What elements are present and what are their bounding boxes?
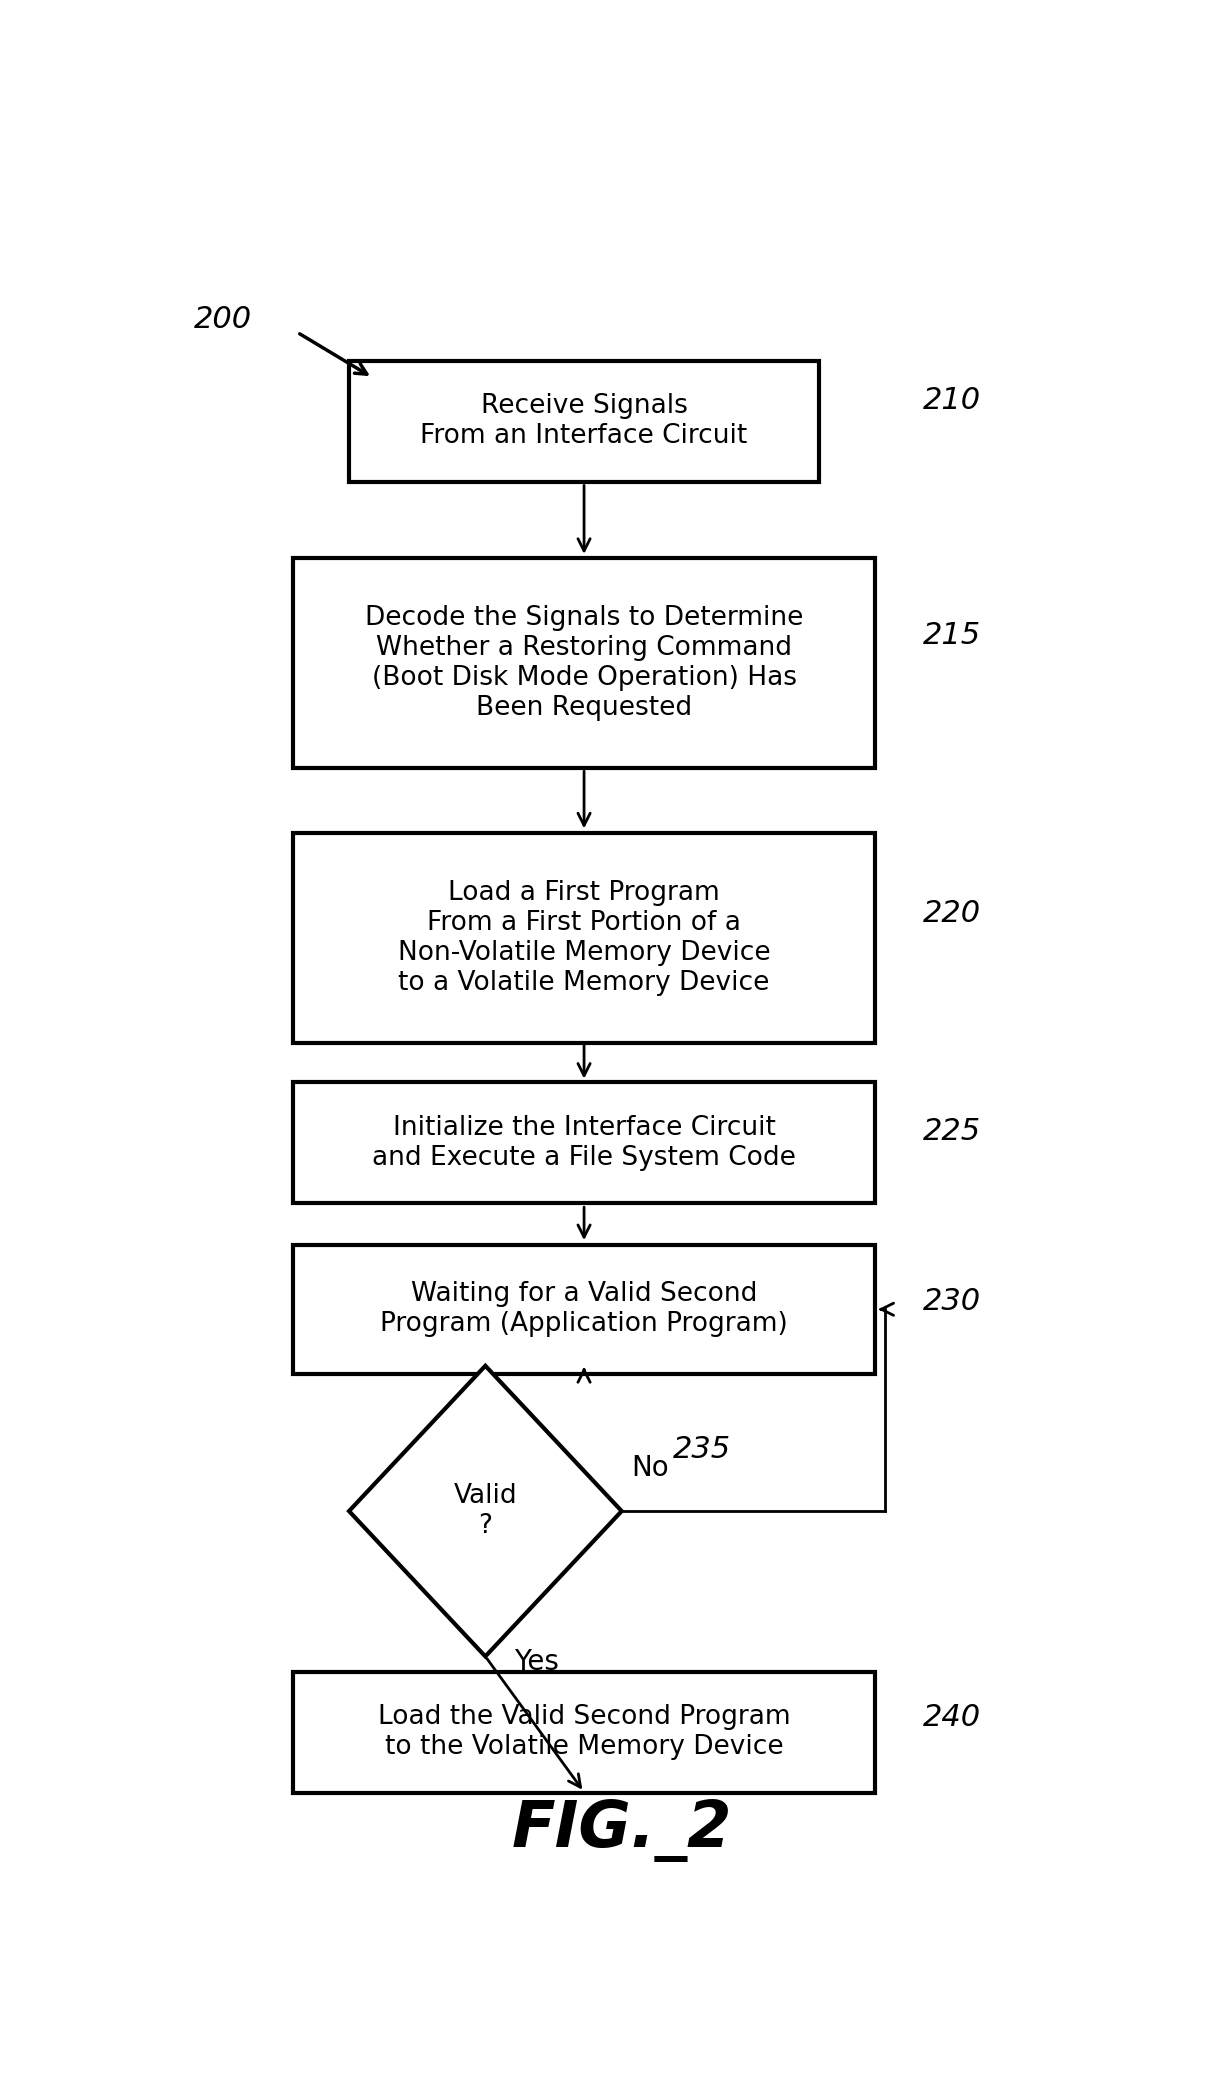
Text: Receive Signals
From an Interface Circuit: Receive Signals From an Interface Circui… <box>421 392 747 449</box>
Text: Load the Valid Second Program
to the Volatile Memory Device: Load the Valid Second Program to the Vol… <box>377 1705 791 1759</box>
Text: 230: 230 <box>922 1288 980 1315</box>
FancyBboxPatch shape <box>349 361 819 482</box>
FancyBboxPatch shape <box>292 1082 876 1204</box>
FancyBboxPatch shape <box>292 558 876 768</box>
Text: 235: 235 <box>673 1434 731 1464</box>
FancyBboxPatch shape <box>292 1671 876 1793</box>
Text: 215: 215 <box>922 621 980 650</box>
Text: 240: 240 <box>922 1703 980 1732</box>
Text: Load a First Program
From a First Portion of a
Non-Volatile Memory Device
to a V: Load a First Program From a First Portio… <box>398 881 770 996</box>
Text: 225: 225 <box>922 1118 980 1147</box>
Text: 200: 200 <box>194 304 252 333</box>
Text: Waiting for a Valid Second
Program (Application Program): Waiting for a Valid Second Program (Appl… <box>380 1281 788 1338</box>
Text: Decode the Signals to Determine
Whether a Restoring Command
(Boot Disk Mode Oper: Decode the Signals to Determine Whether … <box>365 606 803 721</box>
Text: No: No <box>631 1453 668 1483</box>
Text: 210: 210 <box>922 386 980 415</box>
FancyBboxPatch shape <box>292 1246 876 1374</box>
Text: Yes: Yes <box>513 1648 558 1676</box>
Polygon shape <box>349 1365 622 1657</box>
Text: Valid
?: Valid ? <box>454 1483 517 1539</box>
Text: FIG._2: FIG._2 <box>512 1799 731 1862</box>
FancyBboxPatch shape <box>292 833 876 1042</box>
Text: Initialize the Interface Circuit
and Execute a File System Code: Initialize the Interface Circuit and Exe… <box>372 1116 796 1170</box>
Text: 220: 220 <box>922 900 980 929</box>
